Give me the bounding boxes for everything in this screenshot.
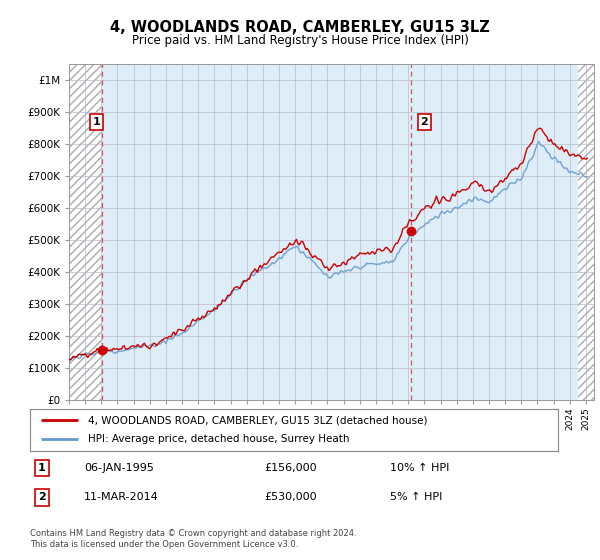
Text: 1: 1 [38,463,46,473]
Text: Price paid vs. HM Land Registry's House Price Index (HPI): Price paid vs. HM Land Registry's House … [131,34,469,46]
Text: 06-JAN-1995: 06-JAN-1995 [84,463,154,473]
Text: Contains HM Land Registry data © Crown copyright and database right 2024.
This d: Contains HM Land Registry data © Crown c… [30,529,356,549]
Text: 5% ↑ HPI: 5% ↑ HPI [390,492,442,502]
Text: 10% ↑ HPI: 10% ↑ HPI [390,463,449,473]
Text: 4, WOODLANDS ROAD, CAMBERLEY, GU15 3LZ (detached house): 4, WOODLANDS ROAD, CAMBERLEY, GU15 3LZ (… [88,415,428,425]
Text: 4, WOODLANDS ROAD, CAMBERLEY, GU15 3LZ: 4, WOODLANDS ROAD, CAMBERLEY, GU15 3LZ [110,20,490,35]
Text: £156,000: £156,000 [264,463,317,473]
Bar [578,64,594,400]
Text: 2: 2 [421,117,428,127]
Text: £530,000: £530,000 [264,492,317,502]
Text: 1: 1 [93,117,101,127]
Text: 11-MAR-2014: 11-MAR-2014 [84,492,159,502]
Text: 2: 2 [38,492,46,502]
Bar [69,64,101,400]
Text: HPI: Average price, detached house, Surrey Heath: HPI: Average price, detached house, Surr… [88,435,350,445]
